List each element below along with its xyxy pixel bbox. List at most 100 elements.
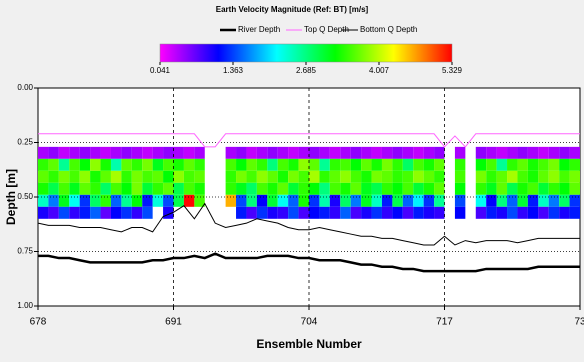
- heatmap-cell: [183, 158, 195, 171]
- heatmap-cell: [350, 170, 362, 183]
- heatmap-cell: [48, 170, 59, 183]
- heatmap-cell: [559, 194, 570, 207]
- heatmap-cell: [288, 146, 299, 159]
- heatmap-cell: [277, 182, 289, 195]
- heatmap-cell: [454, 158, 466, 171]
- heatmap-cell: [527, 194, 539, 207]
- heatmap-cell: [173, 146, 184, 159]
- heatmap-cell: [246, 206, 257, 219]
- heatmap-cell: [267, 206, 278, 219]
- heatmap-cell: [507, 194, 518, 207]
- heatmap-cell: [48, 206, 59, 219]
- heatmap-cell: [58, 194, 70, 207]
- heatmap-cell: [309, 194, 320, 207]
- heatmap-cell: [475, 170, 487, 183]
- heatmap-cell: [340, 146, 351, 159]
- heatmap-cell: [48, 146, 59, 159]
- heatmap-cell: [121, 146, 132, 159]
- heatmap-cell: [381, 146, 393, 159]
- heatmap-cell: [507, 158, 518, 171]
- heatmap-cell: [121, 182, 132, 195]
- heatmap-cell: [298, 170, 309, 183]
- heatmap-cell: [361, 158, 372, 171]
- heatmap-cell: [246, 182, 257, 195]
- heatmap-cell: [194, 146, 205, 159]
- y-tick-label: 1.00: [17, 301, 33, 310]
- heatmap-cell: [90, 182, 101, 195]
- heatmap-cell: [329, 182, 341, 195]
- heatmap-cell: [163, 146, 174, 159]
- heatmap-cell: [475, 146, 487, 159]
- heatmap-cell: [142, 194, 153, 207]
- heatmap-cell: [152, 146, 164, 159]
- heatmap-cell: [434, 182, 445, 195]
- heatmap-cell: [413, 194, 424, 207]
- heatmap-cell: [236, 170, 247, 183]
- heatmap-cell: [517, 194, 528, 207]
- colorbar-tick-label: 5.329: [442, 66, 463, 75]
- heatmap-cell: [517, 206, 528, 219]
- heatmap-cell: [475, 158, 487, 171]
- heatmap-cell: [173, 182, 184, 195]
- heatmap-cell: [183, 146, 195, 159]
- heatmap-cell: [319, 206, 330, 219]
- heatmap-cell: [381, 194, 393, 207]
- heatmap-cell: [392, 170, 403, 183]
- x-tick-label: 691: [165, 317, 182, 328]
- heatmap-cell: [517, 158, 528, 171]
- heatmap-cell: [350, 146, 362, 159]
- heatmap-cell: [371, 182, 382, 195]
- heatmap-cell: [548, 158, 560, 171]
- heatmap-cell: [340, 170, 351, 183]
- heatmap-cell: [152, 158, 164, 171]
- heatmap-cell: [277, 206, 289, 219]
- heatmap-cell: [486, 206, 497, 219]
- heatmap-cell: [413, 146, 424, 159]
- heatmap-cell: [110, 194, 122, 207]
- x-axis-title: Ensemble Number: [256, 337, 362, 351]
- heatmap-cell: [236, 206, 247, 219]
- heatmap-cell: [100, 146, 111, 159]
- heatmap-cell: [496, 170, 508, 183]
- heatmap-cell: [413, 170, 424, 183]
- heatmap-cell: [402, 182, 414, 195]
- heatmap-cell: [381, 182, 393, 195]
- heatmap-cell: [381, 206, 393, 219]
- heatmap-cell: [267, 170, 278, 183]
- heatmap-cell: [309, 158, 320, 171]
- heatmap-cell: [507, 170, 518, 183]
- heatmap-cell: [454, 170, 466, 183]
- heatmap-cell: [163, 170, 174, 183]
- heatmap-cell: [340, 194, 351, 207]
- heatmap-cell: [454, 194, 466, 207]
- heatmap-cell: [329, 194, 341, 207]
- heatmap-cell: [225, 182, 237, 195]
- heatmap-cell: [298, 146, 309, 159]
- heatmap-cell: [402, 194, 414, 207]
- heatmap-cell: [256, 194, 268, 207]
- heatmap-cell: [329, 158, 341, 171]
- heatmap-cell: [371, 170, 382, 183]
- heatmap-cell: [110, 206, 122, 219]
- heatmap-cell: [507, 182, 518, 195]
- heatmap-cell: [527, 170, 539, 183]
- heatmap-cell: [194, 194, 205, 207]
- x-tick-label: 678: [30, 317, 47, 328]
- chart-title: Earth Velocity Magnitude (Ref: BT) [m/s]: [216, 5, 369, 14]
- heatmap-cell: [288, 194, 299, 207]
- heatmap-cell: [163, 206, 174, 219]
- heatmap-cell: [121, 158, 132, 171]
- heatmap-cell: [121, 206, 132, 219]
- heatmap-cell: [48, 194, 59, 207]
- heatmap-cell: [434, 194, 445, 207]
- heatmap-cell: [163, 158, 174, 171]
- heatmap-cell: [163, 182, 174, 195]
- legend-label: Top Q Depth: [304, 25, 349, 34]
- heatmap-cell: [538, 206, 549, 219]
- heatmap-cell: [402, 206, 414, 219]
- heatmap-cell: [121, 194, 132, 207]
- heatmap-cell: [298, 158, 309, 171]
- heatmap-cell: [194, 158, 205, 171]
- colorbar: [159, 43, 453, 63]
